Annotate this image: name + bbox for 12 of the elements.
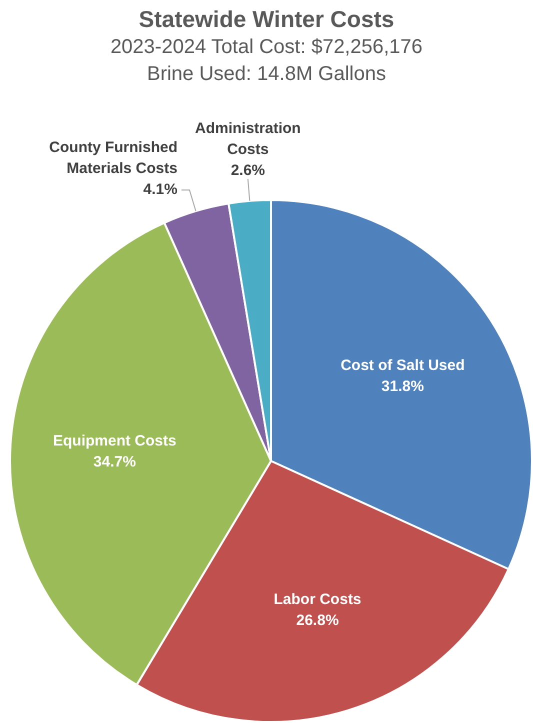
slice-label: County Furnished Materials Costs <box>49 139 178 178</box>
slice-label: Labor Costs <box>274 591 362 608</box>
data-label: 34.7% <box>93 453 136 470</box>
slice-label: Equipment Costs <box>53 432 176 450</box>
slice-label: Cost of Salt Used <box>340 356 465 374</box>
data-label: 2.6% <box>230 162 266 180</box>
chart-subtitle: 2023-2024 Total Cost: $72,256,176 Brine Used: 14.8M Gallons <box>109 35 424 87</box>
slice-label: Administration Costs <box>194 120 301 158</box>
data-label: 4.1% <box>143 181 178 198</box>
data-label: 26.8% <box>296 612 339 630</box>
data-label: 31.8% <box>381 378 424 395</box>
chart-title: Statewide Winter Costs <box>138 5 396 34</box>
